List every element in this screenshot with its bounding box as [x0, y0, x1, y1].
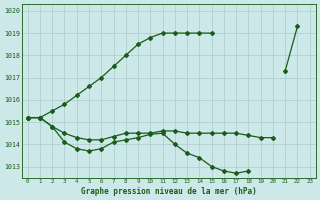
- X-axis label: Graphe pression niveau de la mer (hPa): Graphe pression niveau de la mer (hPa): [81, 187, 257, 196]
